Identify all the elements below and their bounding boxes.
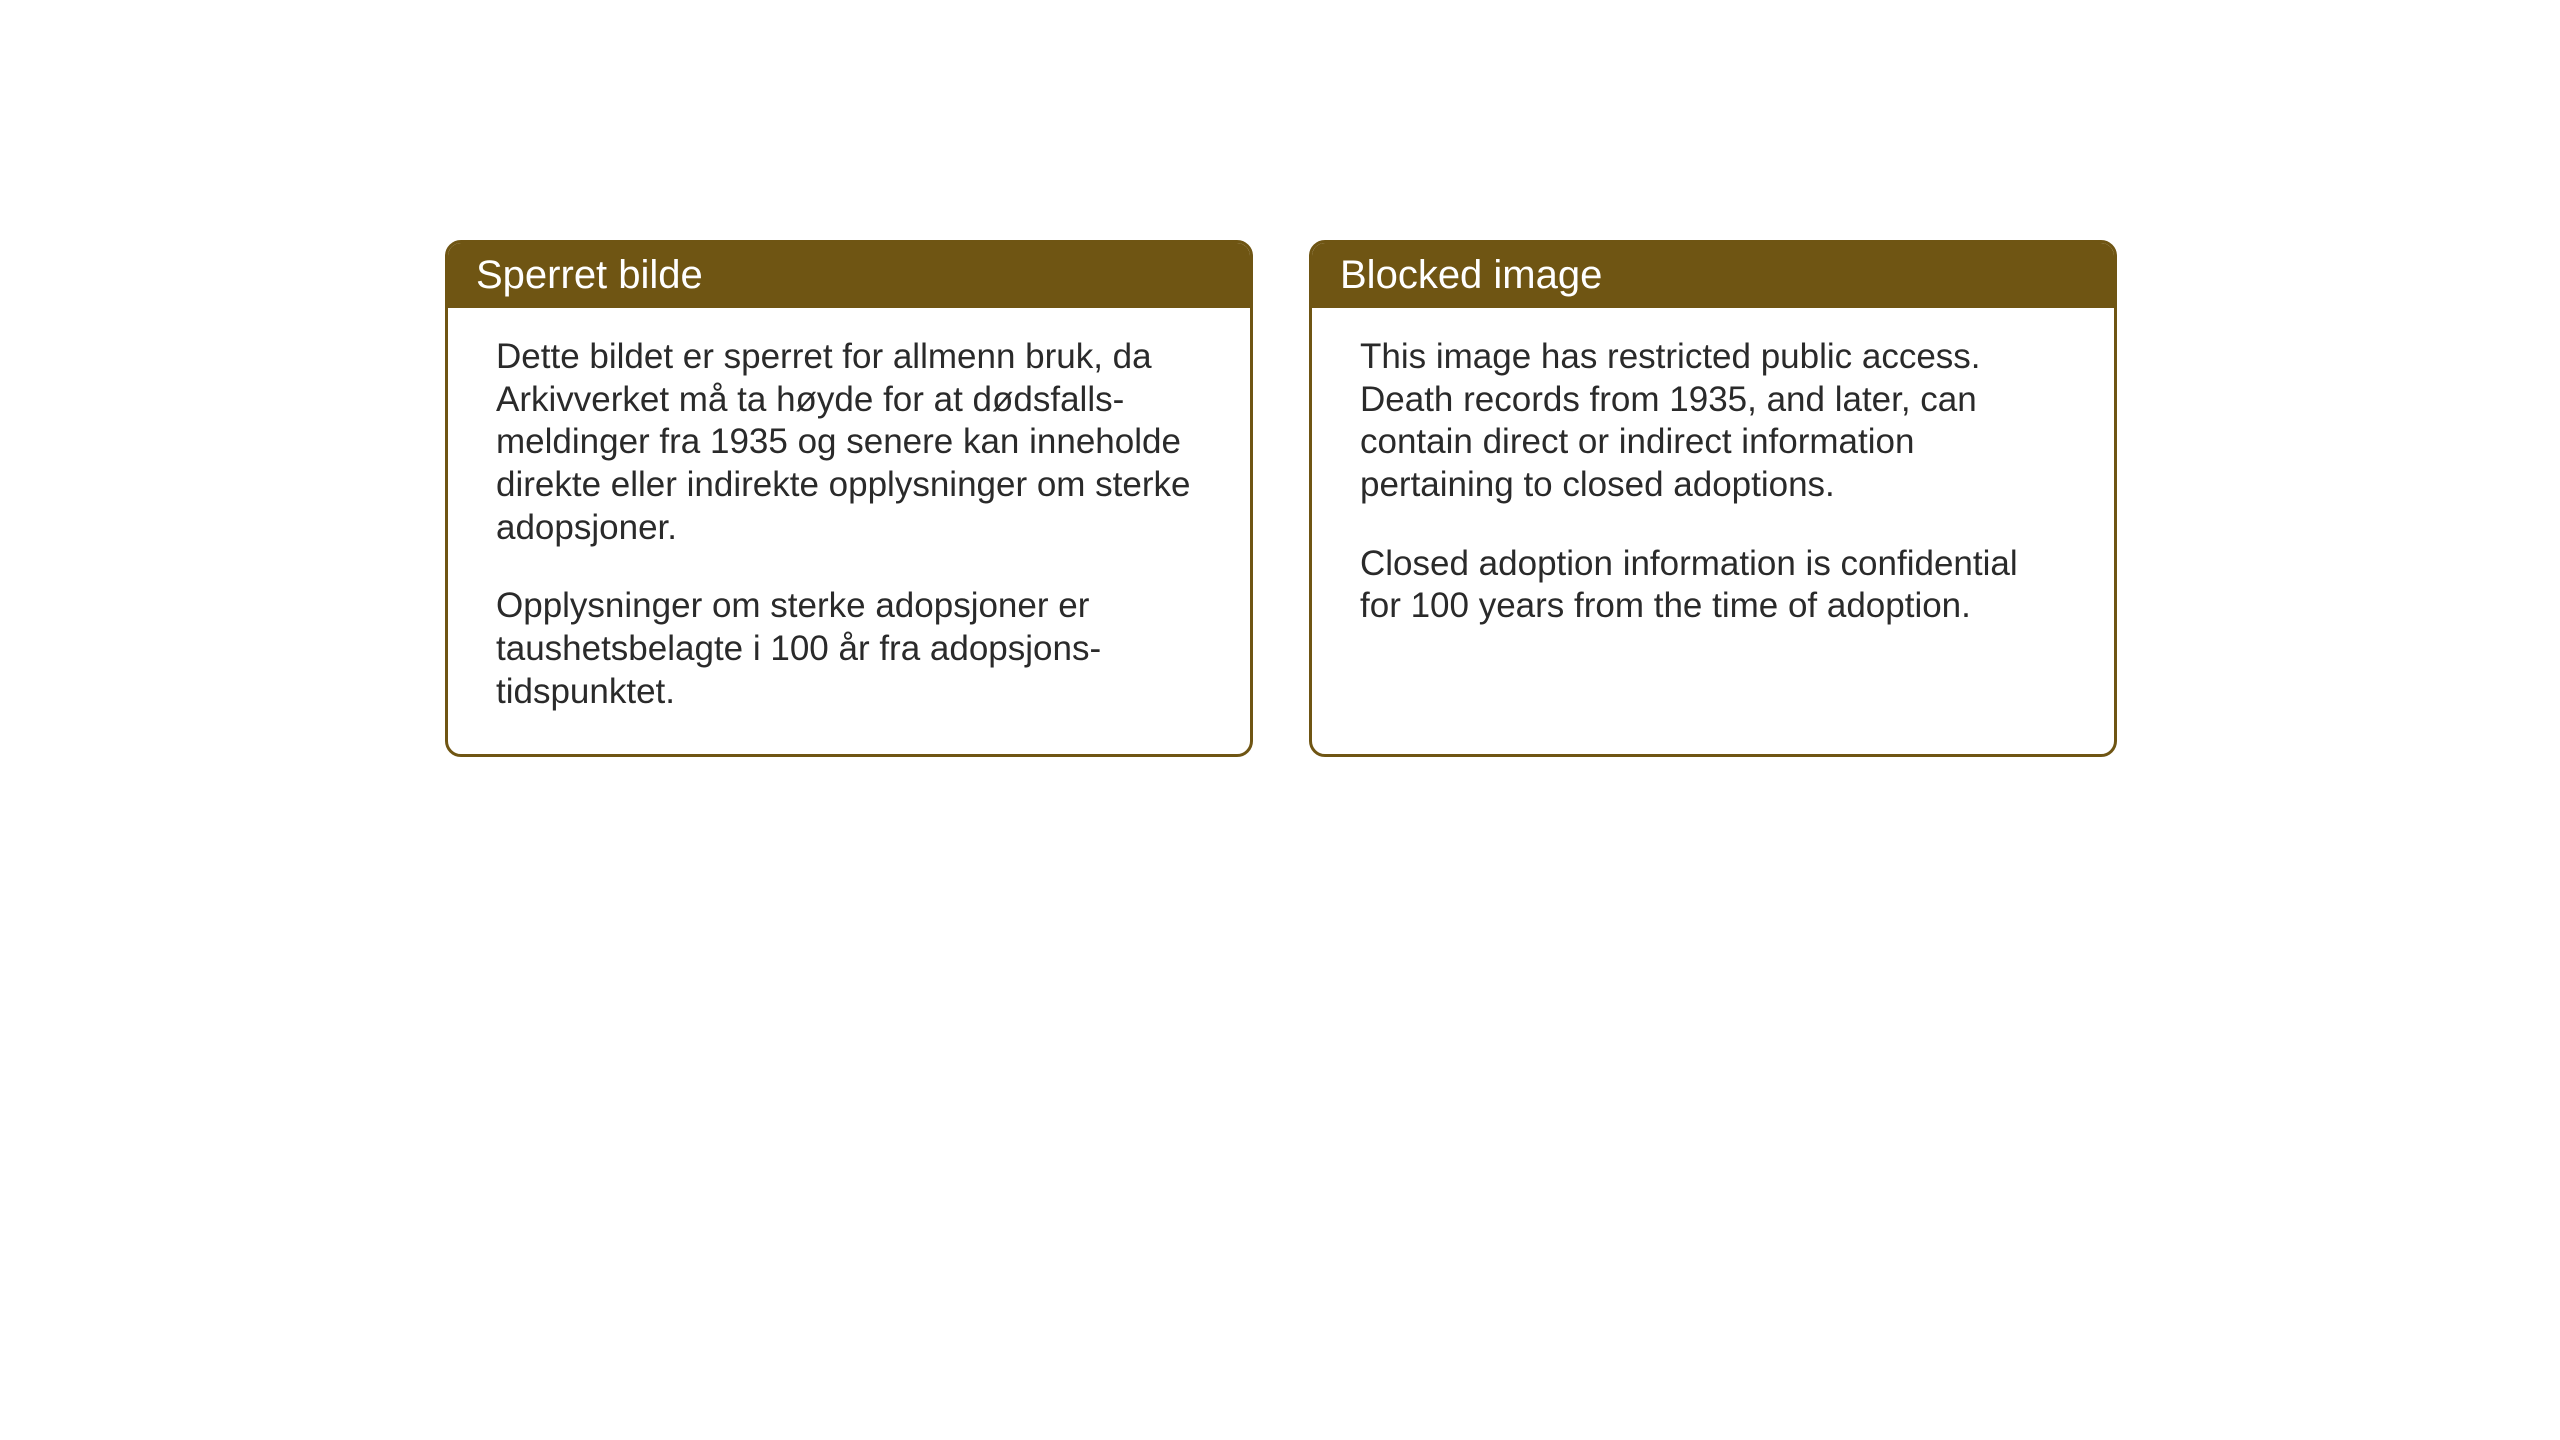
notice-card-english: Blocked image This image has restricted …	[1309, 240, 2117, 757]
paragraph-2-english: Closed adoption information is confident…	[1360, 543, 2066, 628]
notice-card-norwegian: Sperret bilde Dette bildet er sperret fo…	[445, 240, 1253, 757]
card-body-norwegian: Dette bildet er sperret for allmenn bruk…	[448, 308, 1250, 754]
card-title-norwegian: Sperret bilde	[476, 253, 703, 297]
notice-container: Sperret bilde Dette bildet er sperret fo…	[445, 240, 2117, 757]
card-header-english: Blocked image	[1312, 243, 2114, 308]
paragraph-1-english: This image has restricted public access.…	[1360, 336, 2066, 507]
paragraph-1-norwegian: Dette bildet er sperret for allmenn bruk…	[496, 336, 1202, 549]
card-title-english: Blocked image	[1340, 253, 1602, 297]
card-header-norwegian: Sperret bilde	[448, 243, 1250, 308]
paragraph-2-norwegian: Opplysninger om sterke adopsjoner er tau…	[496, 585, 1202, 713]
card-body-english: This image has restricted public access.…	[1312, 308, 2114, 668]
